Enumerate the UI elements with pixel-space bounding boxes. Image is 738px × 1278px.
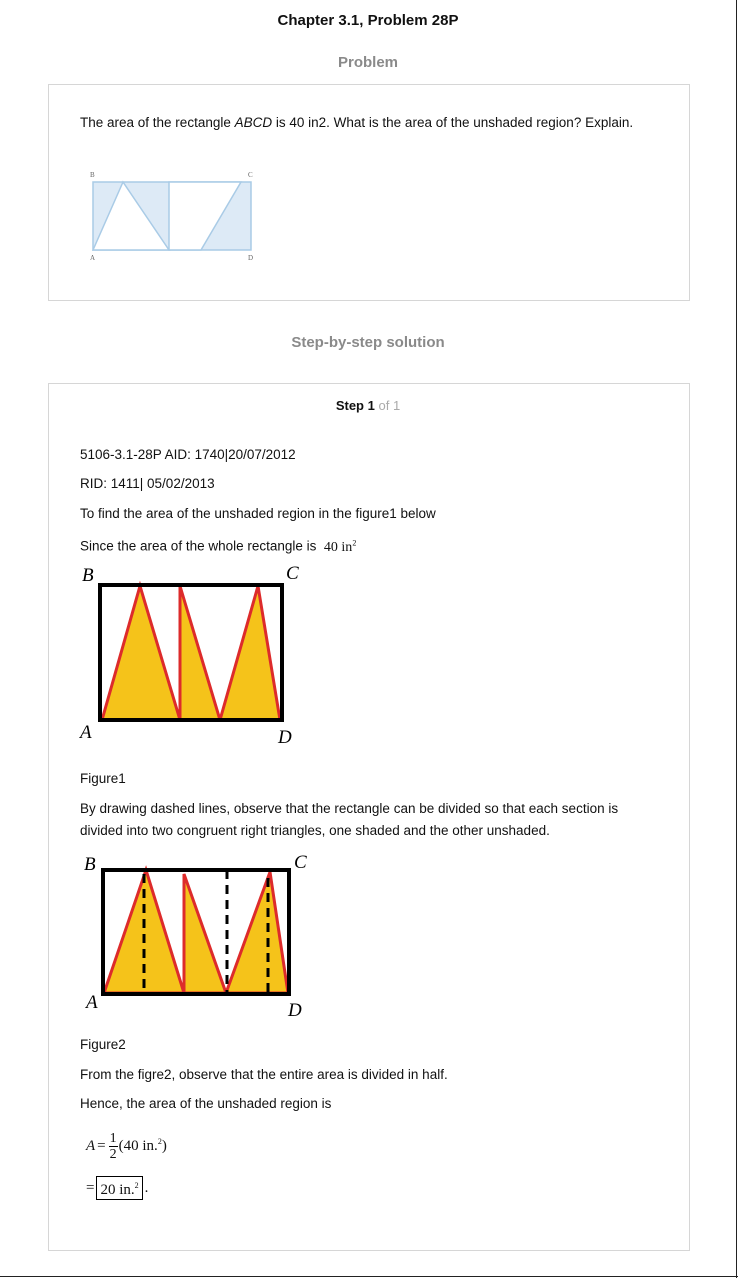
problem-text-end: is 40 in2. What is the area of the unsha… bbox=[272, 115, 634, 130]
fig2-label-b: B bbox=[84, 854, 96, 875]
step-word: Step bbox=[335, 398, 364, 413]
figure2-caption: Figure2 bbox=[80, 1037, 126, 1052]
sketch-label-d: D bbox=[248, 254, 253, 262]
solution-heading: Step-by-step solution bbox=[291, 334, 445, 351]
eq1-expression: (40 in.2) bbox=[118, 1137, 167, 1154]
eq1-numerator: 1 bbox=[109, 1130, 117, 1146]
fig2-shaded-triangle-1 bbox=[101, 865, 187, 995]
problem-heading: Problem bbox=[337, 54, 398, 71]
fig2-label-d: D bbox=[287, 1000, 302, 1021]
hence-line: Hence, the area of the unshaded region i… bbox=[80, 1096, 332, 1111]
fig1-label-a: A bbox=[78, 722, 92, 743]
rid-line: RID: 1411| 05/02/2013 bbox=[80, 476, 215, 491]
fig2-label-a: A bbox=[84, 992, 98, 1013]
step-count: of 1 bbox=[378, 398, 401, 413]
step-number: 1 bbox=[367, 398, 375, 413]
sketch-label-c: C bbox=[248, 171, 253, 179]
fig1-label-c: C bbox=[286, 563, 299, 584]
sketch-label-a: A bbox=[90, 254, 95, 262]
intro-line: To find the area of the unshaded region … bbox=[80, 506, 436, 521]
equation-1: A = 1 2 (40 in.2) bbox=[86, 1128, 167, 1164]
eq2-period: . bbox=[144, 1179, 149, 1196]
fig2-shaded-triangle-2 bbox=[182, 873, 229, 995]
from-figure2-line: From the figre2, observe that the entire… bbox=[80, 1067, 448, 1082]
aid-line: 5106-3.1-28P AID: 1740|20/07/2012 bbox=[80, 447, 296, 462]
fig2-rectangle bbox=[101, 868, 291, 996]
fig1-rectangle bbox=[98, 583, 284, 722]
equation-2: = 20 in.2 . bbox=[86, 1176, 148, 1200]
step-label: Step 1 of 1 bbox=[0, 398, 736, 413]
answer-box: 20 in.2 bbox=[96, 1176, 143, 1200]
fig1-shaded-triangle-3 bbox=[218, 585, 282, 722]
eq2-equals: = bbox=[86, 1179, 95, 1196]
fig2-shaded-triangle-3 bbox=[223, 871, 290, 995]
figure1-caption: Figure1 bbox=[80, 771, 126, 786]
figure1: B C A D bbox=[78, 563, 299, 748]
page-right-border bbox=[736, 0, 737, 1278]
problem-rectangle-name: ABCD bbox=[234, 115, 273, 130]
sketch-triangle-2 bbox=[168, 181, 243, 251]
page-bottom-border bbox=[0, 1276, 738, 1277]
figure2: B C A D bbox=[84, 852, 307, 1021]
sketch-triangle-1 bbox=[91, 180, 171, 251]
eq1-equals: = bbox=[97, 1137, 106, 1154]
fig1-shaded-triangle-1 bbox=[100, 580, 183, 722]
sketch-label-b: B bbox=[90, 171, 95, 179]
chapter-title: Chapter 3.1, Problem 28P bbox=[277, 12, 459, 29]
problem-text-start: The area of the rectangle bbox=[80, 115, 235, 130]
eq1-denominator: 2 bbox=[108, 1145, 118, 1162]
fig1-label-b: B bbox=[82, 565, 94, 586]
problem-figure: B C A D bbox=[90, 171, 253, 262]
since-line: Since the area of the whole rectangle is… bbox=[80, 532, 670, 559]
fig1-shaded-triangle-2 bbox=[178, 585, 223, 722]
fig2-label-c: C bbox=[294, 852, 307, 873]
dashed-lines-paragraph: By drawing dashed lines, observe that th… bbox=[80, 801, 619, 838]
solution-panel bbox=[48, 383, 690, 1251]
since-text: Since the area of the whole rectangle is bbox=[80, 538, 317, 554]
problem-statement: The area of the rectangle ABCD is 40 in2… bbox=[80, 112, 640, 134]
eq1-fraction: 1 2 bbox=[108, 1130, 118, 1162]
eq1-variable: A bbox=[86, 1137, 96, 1154]
since-area-value: 40 in2 bbox=[323, 538, 357, 555]
fig1-label-d: D bbox=[277, 727, 292, 748]
